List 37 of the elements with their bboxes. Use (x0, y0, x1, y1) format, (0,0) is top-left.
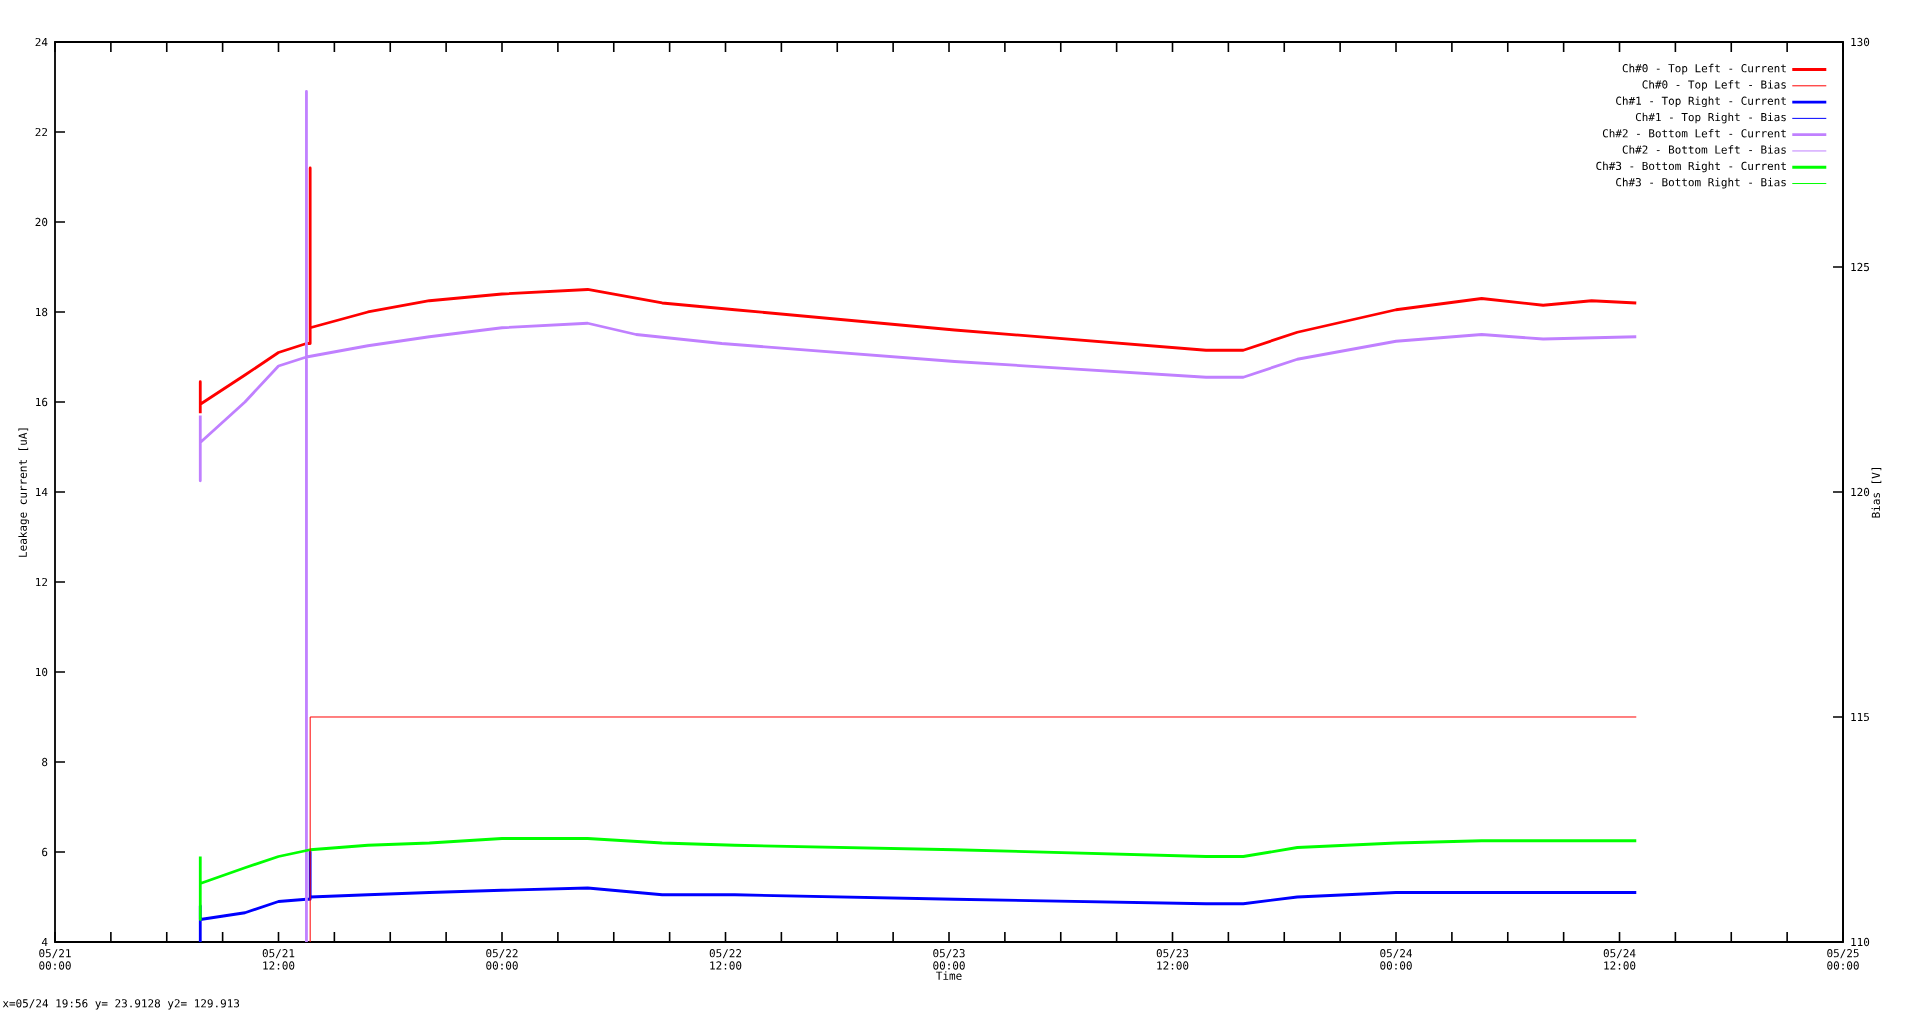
y-tick-label: 14 (36, 487, 48, 496)
y2-tick-label: 115 (1851, 712, 1869, 722)
x-tick-label: 05/21 12:00 (262, 949, 295, 970)
x-tick-label: 05/22 00:00 (486, 949, 518, 970)
text: x=05/24 19:56 y= 23.9128 y2= 129.913 (2, 999, 240, 1010)
x-tick-label: 05/24 00:00 (1380, 949, 1412, 970)
y2-tick-label: 120 (1851, 487, 1870, 497)
y2-tick-label: 130 (1851, 37, 1870, 47)
y-tick-label: 12 (36, 577, 48, 587)
x-tick-label: 05/21 00:00 (39, 949, 71, 970)
x-tick-label: 05/23 12:00 (1156, 949, 1189, 970)
legend-label: Ch#3 - Bottom Right - Bias (1616, 177, 1786, 189)
legend-label: Ch#0 - Top Left - Bias (1642, 80, 1786, 91)
x-tick-label: 05/24 12:00 (1603, 949, 1636, 970)
y-tick-label: 22 (35, 127, 48, 137)
x-tick-label: 05/23 00:00 (933, 949, 965, 970)
y-tick-label: 18 (36, 307, 48, 317)
legend-label: Ch#2 - Bottom Left - Bias (1622, 145, 1786, 154)
y-tick-label: 10 (36, 667, 48, 677)
y-tick-label: 8 (42, 757, 48, 767)
y-tick-label: 24 (35, 37, 48, 47)
y-tick-label: 20 (35, 217, 48, 227)
y-tick-label: 6 (42, 847, 48, 857)
legend-label: Ch#2 - Bottom Left - Current (1602, 128, 1786, 138)
x-tick-label: 05/25 00:00 (1827, 949, 1859, 970)
y-tick-label: 4 (41, 937, 48, 946)
y-tick-label: 16 (36, 397, 48, 407)
x-tick-label: 05/22 12:00 (709, 949, 742, 970)
y-axis-title: Leakage current [uA] (18, 428, 30, 557)
legend-label: Ch#1 - Top Right - Bias (1635, 112, 1786, 124)
legend-label: Ch#1 - Top Right - Current (1616, 96, 1786, 108)
y2-axis-title: Bias [V] (1871, 468, 1882, 518)
x-axis-title: Time (936, 971, 962, 980)
legend-label: Ch#3 - Bottom Right - Current (1596, 161, 1786, 173)
y2-tick-label: 125 (1851, 262, 1869, 272)
y2-tick-label: 110 (1851, 937, 1870, 947)
legend-label: Ch#0 - Top Left - Current (1622, 63, 1786, 75)
